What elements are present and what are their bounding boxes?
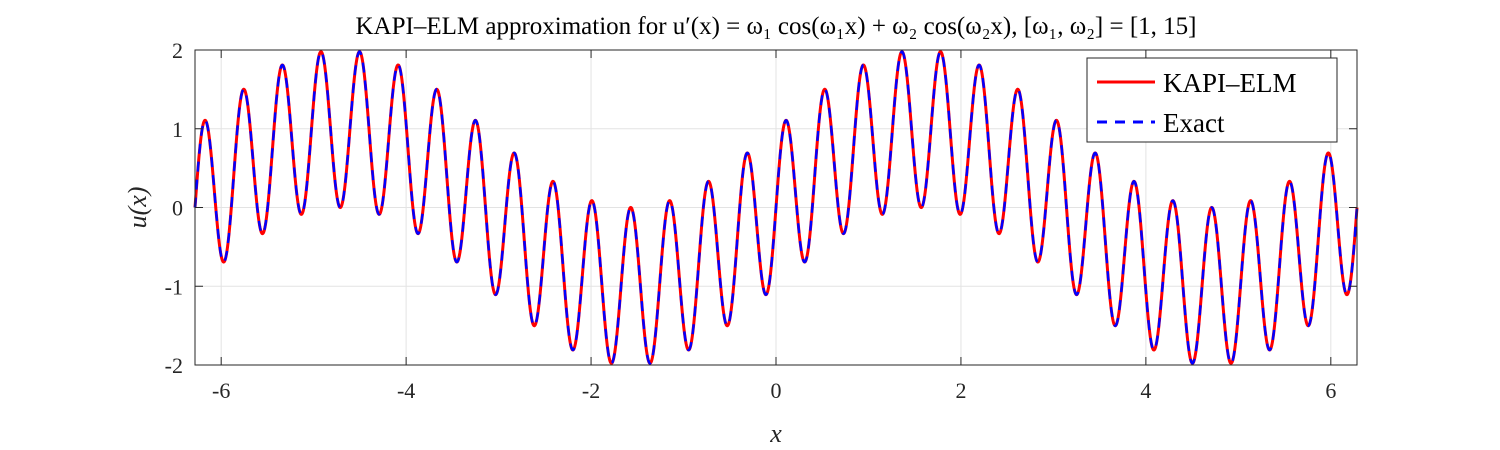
x-tick-label: 2: [955, 378, 966, 403]
tick-marks: [195, 49, 1357, 366]
x-tick-label: 6: [1325, 378, 1336, 403]
y-axis-label: u(x): [123, 187, 152, 229]
x-tick-label: 4: [1140, 378, 1151, 403]
x-tick-label: -4: [397, 378, 415, 403]
x-tick-label: -6: [212, 378, 230, 403]
y-tick-label: 1: [172, 117, 183, 142]
tick-labels: -6 -4 -2 0 2 4 6 -2 -1 0 1 2: [165, 38, 1337, 403]
x-tick-label: 0: [771, 378, 782, 403]
legend: KAPI–ELM Exact: [1086, 57, 1338, 143]
y-tick-label: -2: [165, 353, 183, 378]
legend-box: [1086, 57, 1338, 143]
y-tick-label: 0: [172, 196, 183, 221]
x-axis-label: x: [769, 419, 782, 448]
chart-title: KAPI–ELM approximation for u′(x) = ω₁ co…: [355, 13, 1196, 40]
legend-label-exact: Exact: [1163, 108, 1225, 138]
plot-series: [193, 50, 1359, 365]
y-tick-label: -1: [165, 274, 183, 299]
legend-label-kapi-elm: KAPI–ELM: [1163, 68, 1297, 98]
x-tick-label: -2: [582, 378, 600, 403]
series-line-exact: [193, 50, 1359, 365]
y-tick-label: 2: [172, 38, 183, 63]
